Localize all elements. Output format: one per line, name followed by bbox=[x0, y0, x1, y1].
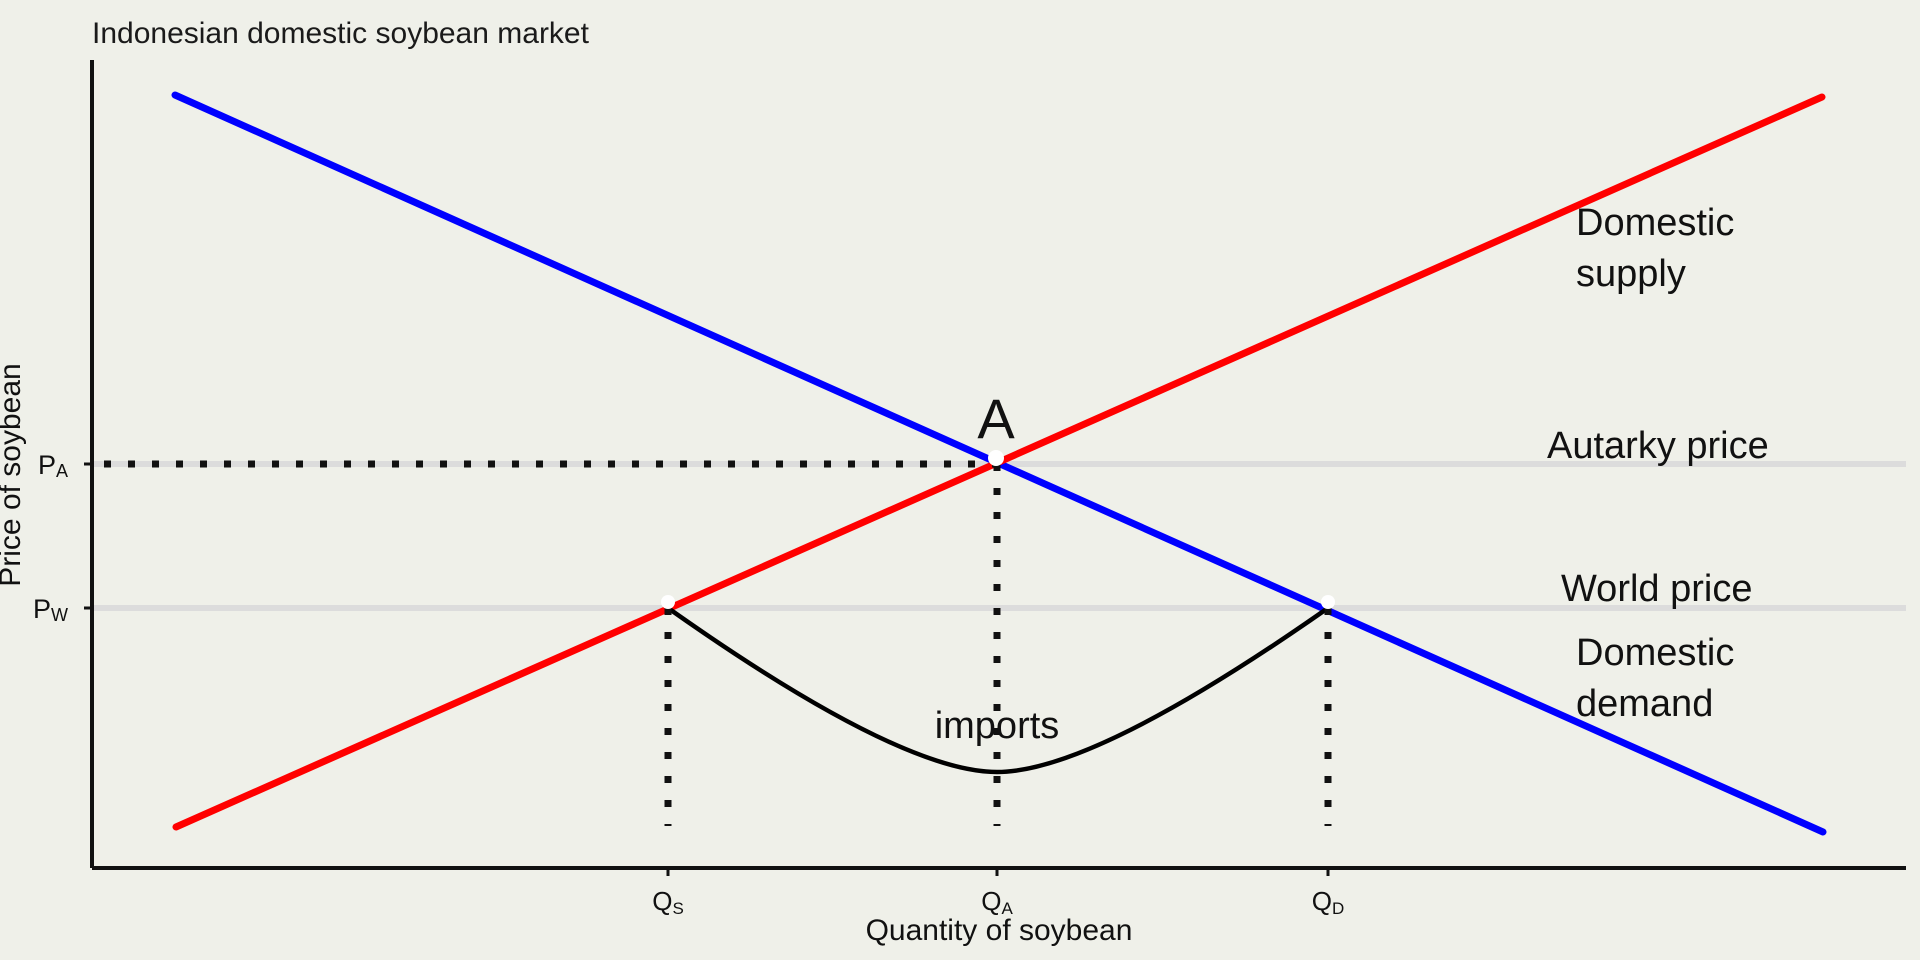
svg-text:Domestic: Domestic bbox=[1576, 632, 1734, 674]
svg-text:Autarky price: Autarky price bbox=[1547, 425, 1769, 467]
svg-text:PA: PA bbox=[38, 450, 68, 481]
svg-text:Domestic: Domestic bbox=[1576, 202, 1734, 244]
svg-text:Price of soybean: Price of soybean bbox=[0, 363, 27, 586]
svg-text:QS: QS bbox=[652, 886, 684, 918]
svg-text:PW: PW bbox=[33, 594, 68, 625]
svg-text:A: A bbox=[977, 387, 1015, 450]
svg-text:Quantity of soybean: Quantity of soybean bbox=[866, 914, 1133, 947]
svg-text:QA: QA bbox=[981, 886, 1013, 918]
svg-text:Indonesian domestic soybean ma: Indonesian domestic soybean market bbox=[92, 17, 590, 50]
svg-text:imports: imports bbox=[935, 705, 1060, 747]
svg-text:World price: World price bbox=[1561, 568, 1752, 610]
svg-text:QD: QD bbox=[1312, 886, 1345, 918]
svg-text:demand: demand bbox=[1576, 683, 1713, 725]
svg-text:supply: supply bbox=[1576, 253, 1686, 295]
